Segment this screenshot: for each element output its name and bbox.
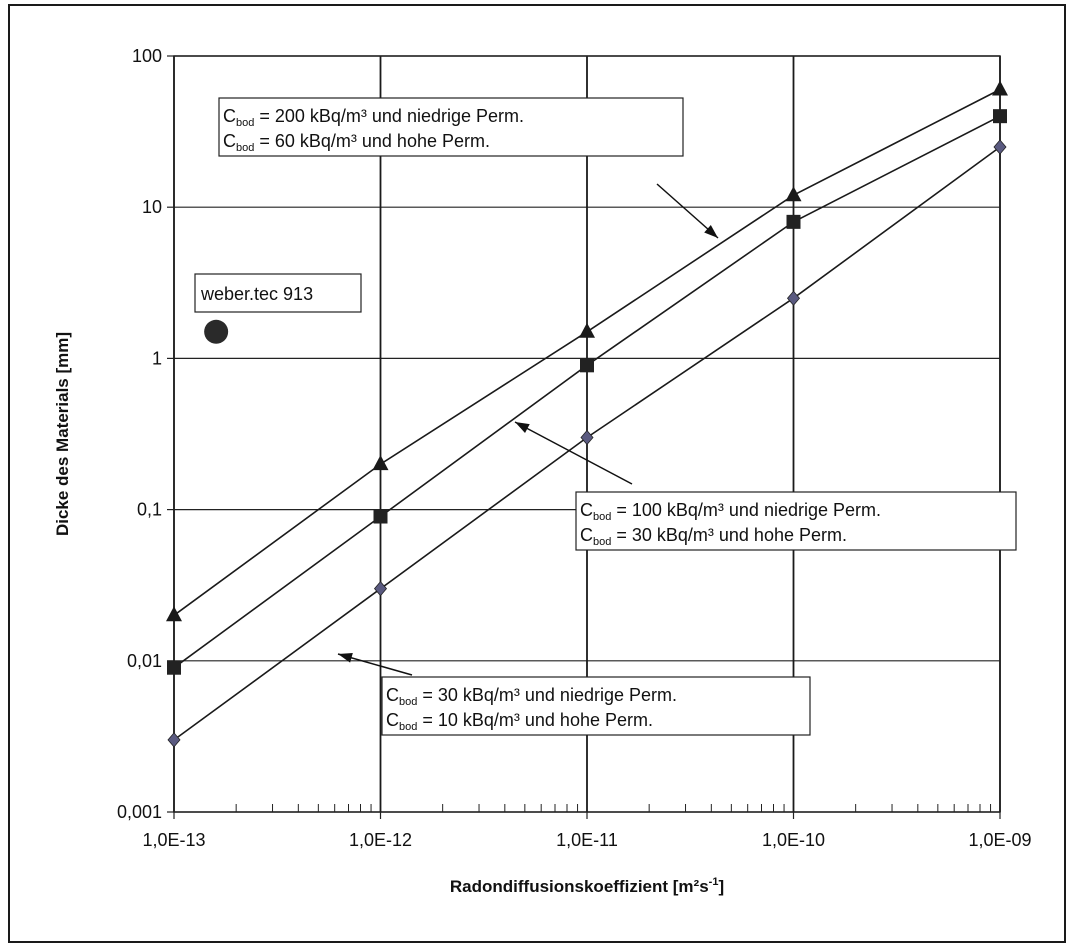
annotation-box: [218, 97, 684, 157]
x-tick-label: 1,0E-11: [556, 830, 618, 850]
chart-frame: [8, 4, 1066, 943]
annotation-subscript: bod: [236, 117, 254, 129]
annotation-symbol: C: [580, 500, 593, 520]
square-marker: [167, 660, 181, 675]
y-tick-label: 0,1: [137, 500, 162, 520]
annotation-arrow: [514, 421, 633, 485]
weber-tec-point: [204, 319, 229, 344]
annotation-1: Cbod = 100 kBq/m³ und niedrige Perm.Cbod…: [514, 421, 1017, 551]
x-axis-title-end: ]: [718, 877, 724, 896]
annotation-text: = 30 kBq/m³ und niedrige Perm.: [417, 685, 677, 705]
annotation-subscript: bod: [236, 142, 254, 154]
triangle-marker: [579, 322, 595, 338]
x-axis-title-exponent: -1: [709, 876, 719, 888]
annotation-subscript: bod: [399, 721, 417, 733]
arrowhead: [338, 653, 353, 663]
annotation-box: [575, 491, 1017, 551]
series-0: [166, 80, 1008, 622]
triangle-marker: [992, 80, 1008, 96]
arrowhead: [704, 224, 718, 238]
square-marker: [993, 109, 1007, 124]
annotation-line: Cbod = 60 kBq/m³ und hohe Perm.: [223, 131, 490, 154]
annotation-line: Cbod = 100 kBq/m³ und niedrige Perm.: [580, 500, 881, 523]
annotation-text: = 60 kBq/m³ und hohe Perm.: [254, 131, 490, 151]
x-tick-label: 1,0E-09: [968, 830, 1031, 850]
annotation-symbol: C: [223, 106, 236, 126]
triangle-marker: [166, 606, 182, 622]
square-marker: [580, 358, 594, 373]
annotation-subscript: bod: [593, 536, 611, 548]
annotation-text: = 30 kBq/m³ und hohe Perm.: [611, 525, 847, 545]
y-tick-label: 10: [142, 197, 162, 217]
annotation-line: Cbod = 10 kBq/m³ und hohe Perm.: [386, 710, 653, 733]
x-axis-title: Radondiffusionskoeffizient [m²s-1]: [450, 876, 724, 896]
x-tick-label: 1,0E-10: [762, 830, 825, 850]
annotation-text: = 10 kBq/m³ und hohe Perm.: [417, 710, 653, 730]
series-1: [167, 109, 1007, 675]
y-tick-label: 1: [152, 348, 162, 368]
annotation-box: [381, 676, 811, 736]
y-tick-label: 0,001: [117, 802, 162, 822]
triangle-marker: [372, 455, 389, 471]
annotation-0: Cbod = 200 kBq/m³ und niedrige Perm.Cbod…: [218, 97, 719, 239]
annotation-line: Cbod = 200 kBq/m³ und niedrige Perm.: [223, 106, 524, 129]
x-tick-label: 1,0E-13: [142, 830, 205, 850]
diamond-marker: [373, 581, 388, 597]
diamond-marker: [786, 290, 801, 306]
annotation-subscript: bod: [399, 696, 417, 708]
x-axis-title-main: Radondiffusionskoeffizient [m²s: [450, 877, 709, 896]
triangle-marker: [785, 186, 802, 202]
y-axis-title: Dicke des Materials [mm]: [53, 332, 72, 536]
annotation-line: Cbod = 30 kBq/m³ und niedrige Perm.: [386, 685, 677, 708]
square-marker: [786, 214, 801, 229]
y-tick-label: 100: [132, 46, 162, 66]
arrowhead: [515, 422, 530, 433]
weber-tec-label-box: [194, 273, 362, 313]
x-tick-label: 1,0E-12: [349, 830, 412, 850]
y-tick-label: 0,01: [127, 651, 162, 671]
annotation-symbol: C: [223, 131, 236, 151]
annotation-text: = 200 kBq/m³ und niedrige Perm.: [254, 106, 524, 126]
series-2: [167, 139, 1007, 748]
annotation-2: Cbod = 30 kBq/m³ und niedrige Perm.Cbod …: [337, 653, 811, 736]
diamond-marker: [167, 732, 181, 748]
square-marker: [373, 509, 388, 524]
plot-border: [173, 55, 1001, 813]
diamond-marker: [993, 139, 1007, 155]
annotation-subscript: bod: [593, 511, 611, 523]
annotation-line: Cbod = 30 kBq/m³ und hohe Perm.: [580, 525, 847, 548]
annotation-symbol: C: [386, 685, 399, 705]
annotation-symbol: C: [580, 525, 593, 545]
weber-tec-label: weber.tec 913: [200, 284, 313, 304]
diamond-marker: [580, 429, 594, 446]
annotation-symbol: C: [386, 710, 399, 730]
annotation-text: = 100 kBq/m³ und niedrige Perm.: [611, 500, 881, 520]
